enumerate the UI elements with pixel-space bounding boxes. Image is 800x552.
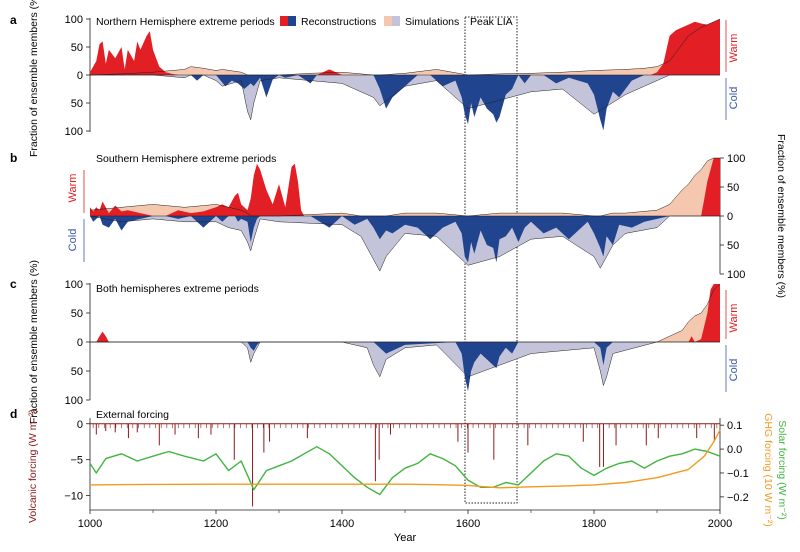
panel-a-ytick-label: 0 xyxy=(77,70,83,82)
panel-a-simulations-cold-outline xyxy=(90,74,720,121)
panel-d-ghg-ylabel: GHG forcing (10 W m⁻²) xyxy=(762,413,774,526)
panel-d: d External forcing 0−5−100.10.0−0.1−0.2 … xyxy=(10,407,788,527)
panel-d-right-ytick-label: −0.2 xyxy=(727,492,749,504)
panel-b-reconstructions-cold-area xyxy=(90,216,720,263)
legend-simulations-warm-swatch xyxy=(384,16,392,26)
panel-a-ticks: 100 50 0 50 100 xyxy=(65,14,90,138)
panel-c-ytick-label: 100 xyxy=(65,279,83,291)
x-axis-label: Year xyxy=(394,532,417,544)
panel-a-plot xyxy=(89,18,721,131)
panel-a-ylabel: Fraction of ensemble members (%) xyxy=(28,0,40,157)
panel-c-ytick-label: 100 xyxy=(65,395,83,407)
panel-c-ylabel: Fraction of ensemble members (%) xyxy=(28,260,40,424)
panel-a-ytick-label: 50 xyxy=(71,42,83,54)
peak-lia-box xyxy=(464,16,518,504)
panel-c: c Both hemispheres extreme periods 100 50… xyxy=(10,260,740,424)
panel-c-warm-label: Warm xyxy=(728,304,740,333)
panel-c-ytick-label: 0 xyxy=(77,337,83,349)
panel-d-solar-ylabel: Solar forcing (W m⁻²) xyxy=(776,420,788,519)
peak-lia-label: Peak LIA xyxy=(470,16,513,28)
legend-reconstructions-label: Reconstructions xyxy=(301,16,376,28)
panel-c-ticks: 100 50 0 50 100 xyxy=(65,279,90,407)
panel-a-ytick-label: 100 xyxy=(65,126,83,138)
panel-b-ytick-label: 100 xyxy=(727,153,745,165)
panel-b-cold-label: Cold xyxy=(67,229,79,252)
panel-c-plot xyxy=(90,283,721,392)
x-tick-label: 1200 xyxy=(204,518,228,530)
panel-a-reconstructions-cold-area xyxy=(90,75,720,131)
x-tick-label: 1800 xyxy=(582,518,606,530)
legend-reconstructions-cold-swatch xyxy=(288,16,296,26)
panel-b-warm-label: Warm xyxy=(67,174,79,203)
panel-c-letter: c xyxy=(10,277,17,291)
panel-b-plot xyxy=(89,157,720,272)
panel-d-left-ytick-label: −5 xyxy=(70,455,83,467)
panel-a-title: Northern Hemisphere extreme periods xyxy=(96,16,275,28)
panel-d-right-ytick-label: −0.1 xyxy=(727,468,749,480)
panel-a-ytick-label: 50 xyxy=(71,98,83,110)
legend-reconstructions-warm-swatch xyxy=(280,16,288,26)
x-tick-label: 2000 xyxy=(708,518,732,530)
panel-b-simulations-warm-outline xyxy=(89,157,720,217)
panel-c-title: Both hemispheres extreme periods xyxy=(96,283,259,295)
panel-c-ytick-label: 50 xyxy=(71,366,83,378)
ghg-forcing-line xyxy=(89,429,721,489)
panel-d-volcanic-ylabel: Volcanic forcing (W m⁻²) xyxy=(27,409,39,523)
panel-b-title: Southern Hemisphere extreme periods xyxy=(96,153,276,165)
panel-a: a Northern Hemisphere extreme periods Re… xyxy=(10,0,740,157)
panel-a-cold-label: Cold xyxy=(728,87,740,110)
legend-simulations-cold-swatch xyxy=(392,16,400,26)
panel-d-left-ytick-label: 0 xyxy=(77,419,83,431)
x-tick-label: 1000 xyxy=(78,518,102,530)
panel-b-ytick-label: 50 xyxy=(727,182,739,194)
panel-d-left-ytick-label: −10 xyxy=(64,491,83,503)
panel-d-letter: d xyxy=(10,407,17,421)
x-tick-label: 1600 xyxy=(456,518,480,530)
panel-b-ytick-label: 100 xyxy=(727,269,745,281)
panel-a-warm-label: Warm xyxy=(728,34,740,63)
x-axis-ticks: 1000 1200 1400 1600 1800 2000 xyxy=(78,510,732,530)
x-tick-label: 1400 xyxy=(330,518,354,530)
legend-simulations-text: Simulations xyxy=(405,16,459,28)
panel-a-reconstructions-warm-area xyxy=(90,19,720,75)
panel-b-ytick-label: 0 xyxy=(727,211,733,223)
panel-d-plot xyxy=(89,423,721,507)
panel-c-ytick-label: 50 xyxy=(71,308,83,320)
panel-d-ticks: 0 −5 −10 0.1 0.0 −0.1 −0.2 xyxy=(64,419,748,504)
panel-b-letter: b xyxy=(10,151,17,165)
panel-a-ytick-label: 100 xyxy=(65,14,83,26)
panel-b: b Southern Hemisphere extreme periods 10… xyxy=(10,134,787,298)
panel-b-ytick-label: 50 xyxy=(727,240,739,252)
panel-c-simulations-cold-area xyxy=(90,342,720,386)
panel-c-cold-label: Cold xyxy=(728,359,740,382)
panel-a-letter: a xyxy=(10,13,17,27)
panel-d-right-ytick-label: 0.1 xyxy=(727,420,742,432)
panel-d-title: External forcing xyxy=(96,409,169,421)
panel-b-ticks: 100 50 0 50 100 xyxy=(720,153,745,281)
solar-forcing-line xyxy=(89,446,721,496)
panel-d-right-ytick-label: 0.0 xyxy=(727,444,742,456)
panel-b-ylabel: Fraction of ensemble members (%) xyxy=(775,134,787,298)
panel-a-simulations-warm-area xyxy=(90,19,720,75)
